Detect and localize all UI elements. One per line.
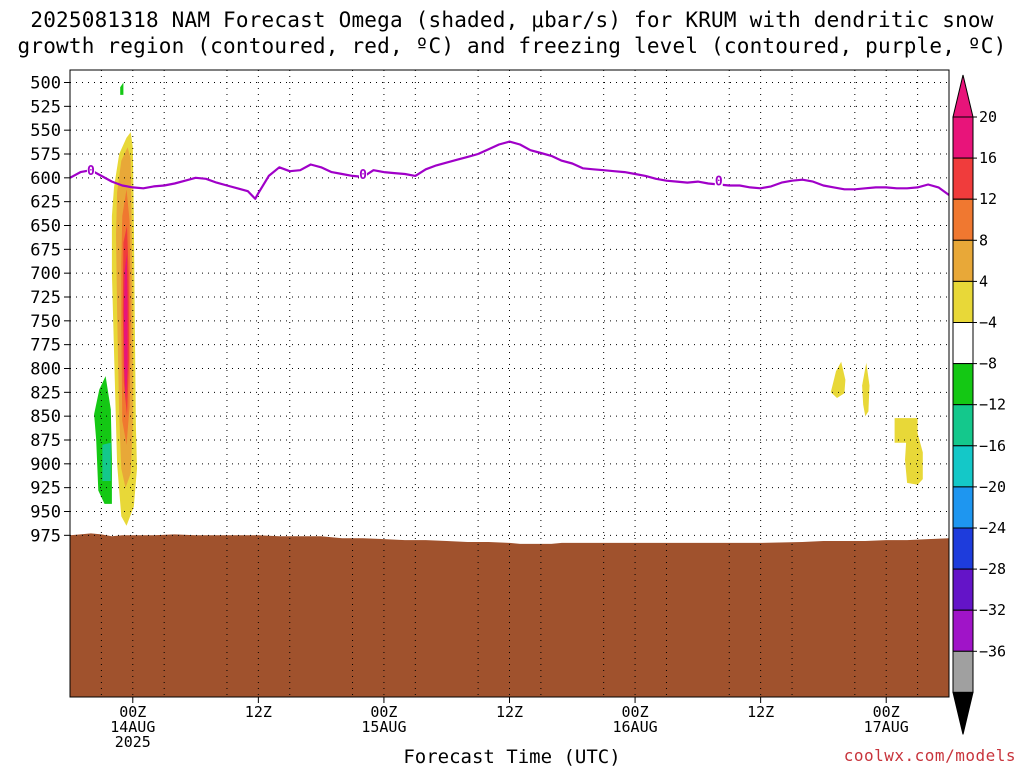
x-tick-label: 00Z bbox=[119, 703, 146, 721]
omega-shading-layer bbox=[94, 82, 923, 526]
chart-title-line1: 2025081318 NAM Forecast Omega (shaded, μ… bbox=[30, 8, 994, 32]
omega-region bbox=[120, 82, 124, 95]
x-tick-label: 2025 bbox=[115, 733, 151, 751]
colorbar-bin bbox=[952, 445, 974, 488]
terrain-fill bbox=[70, 533, 949, 697]
freezing-level-label: 0 bbox=[359, 168, 367, 183]
y-tick-label: 775 bbox=[30, 336, 61, 356]
chart-title-line2: growth region (contoured, red, ºC) and f… bbox=[17, 34, 1007, 58]
y-tick-label: 500 bbox=[30, 74, 61, 94]
y-tick-label: 675 bbox=[30, 240, 61, 260]
colorbar: 20 16 12 8 4 −4 −8 −12 −16 −20 −24 −28 −32 −36 bbox=[952, 74, 1006, 735]
y-tick-label: 575 bbox=[30, 145, 61, 165]
colorbar-bin bbox=[952, 157, 974, 200]
y-tick-label: 800 bbox=[30, 359, 61, 379]
freezing-level-label-bg bbox=[714, 173, 723, 187]
y-axis: 500 525 550 575 600 625 650 675 700 725 750 775 800 8… bbox=[30, 74, 70, 546]
colorbar-bin bbox=[952, 363, 974, 406]
colorbar-bin bbox=[952, 280, 974, 323]
colorbar-bin bbox=[952, 609, 974, 652]
y-tick-label: 925 bbox=[30, 479, 61, 499]
colorbar-label: −32 bbox=[979, 601, 1006, 619]
colorbar-label: −24 bbox=[979, 519, 1006, 537]
y-tick-label: 700 bbox=[30, 264, 61, 284]
x-tick-label: 00Z bbox=[622, 703, 649, 721]
colorbar-bottom-arrow bbox=[952, 691, 974, 735]
terrain-layer bbox=[70, 533, 949, 697]
x-tick-label: 14AUG bbox=[110, 718, 155, 736]
freezing-level-line bbox=[69, 140, 950, 200]
colorbar-label: −8 bbox=[979, 355, 997, 373]
colorbar-bin bbox=[952, 527, 974, 570]
y-tick-label: 750 bbox=[30, 312, 61, 332]
colorbar-label: −20 bbox=[979, 478, 1006, 496]
colorbar-label: −28 bbox=[979, 560, 1006, 578]
colorbar-label: −36 bbox=[979, 642, 1006, 660]
colorbar-label: −4 bbox=[979, 314, 997, 332]
colorbar-bin bbox=[952, 239, 974, 282]
freezing-level-label-bg bbox=[86, 163, 95, 177]
colorbar-label: 12 bbox=[979, 190, 997, 208]
omega-region bbox=[123, 254, 128, 402]
x-tick-label: 00Z bbox=[370, 703, 397, 721]
y-tick-label: 875 bbox=[30, 431, 61, 451]
x-tick-label: 16AUG bbox=[612, 718, 657, 736]
y-tick-label: 725 bbox=[30, 288, 61, 308]
colorbar-label: 16 bbox=[979, 149, 997, 167]
x-tick-label: 12Z bbox=[496, 703, 523, 721]
freezing-level-label: 0 bbox=[87, 164, 95, 179]
y-tick-label: 600 bbox=[30, 169, 61, 189]
x-tick-label: 15AUG bbox=[361, 718, 406, 736]
y-tick-label: 825 bbox=[30, 383, 61, 403]
colorbar-bin bbox=[952, 650, 974, 693]
y-tick-label: 550 bbox=[30, 121, 61, 141]
y-tick-label: 850 bbox=[30, 407, 61, 427]
freezing-level-label: 0 bbox=[715, 175, 723, 190]
colorbar-label: 4 bbox=[979, 272, 988, 290]
omega-region bbox=[94, 376, 112, 504]
colorbar-bin bbox=[952, 486, 974, 529]
omega-region bbox=[102, 442, 111, 481]
colorbar-bin bbox=[952, 568, 974, 611]
omega-region bbox=[862, 362, 870, 417]
colorbar-top-arrow bbox=[952, 74, 974, 118]
y-tick-label: 975 bbox=[30, 526, 61, 546]
x-tick-label: 00Z bbox=[873, 703, 900, 721]
colorbar-label: −12 bbox=[979, 396, 1006, 414]
x-tick-label: 12Z bbox=[245, 703, 272, 721]
y-tick-label: 625 bbox=[30, 193, 61, 213]
x-tick-label: 17AUG bbox=[864, 718, 909, 736]
colorbar-label: 8 bbox=[979, 231, 988, 249]
x-tick-label: 12Z bbox=[747, 703, 774, 721]
grid-layer bbox=[70, 70, 949, 697]
colorbar-bin bbox=[952, 322, 974, 365]
freezing-level-layer: 0 0 0 bbox=[69, 140, 950, 200]
y-tick-label: 950 bbox=[30, 502, 61, 522]
colorbar-bin bbox=[952, 116, 974, 159]
y-tick-label: 900 bbox=[30, 455, 61, 475]
colorbar-bin bbox=[952, 404, 974, 447]
freezing-level-label-bg bbox=[359, 167, 367, 181]
x-axis-title: Forecast Time (UTC) bbox=[403, 746, 621, 768]
colorbar-label: 20 bbox=[979, 108, 997, 126]
colorbar-label: −16 bbox=[979, 437, 1006, 455]
omega-region bbox=[830, 361, 846, 398]
omega-region bbox=[894, 418, 923, 485]
colorbar-bin bbox=[952, 198, 974, 241]
y-tick-label: 650 bbox=[30, 216, 61, 236]
y-tick-label: 525 bbox=[30, 97, 61, 117]
credit-text: coolwx.com/models bbox=[843, 746, 1016, 765]
